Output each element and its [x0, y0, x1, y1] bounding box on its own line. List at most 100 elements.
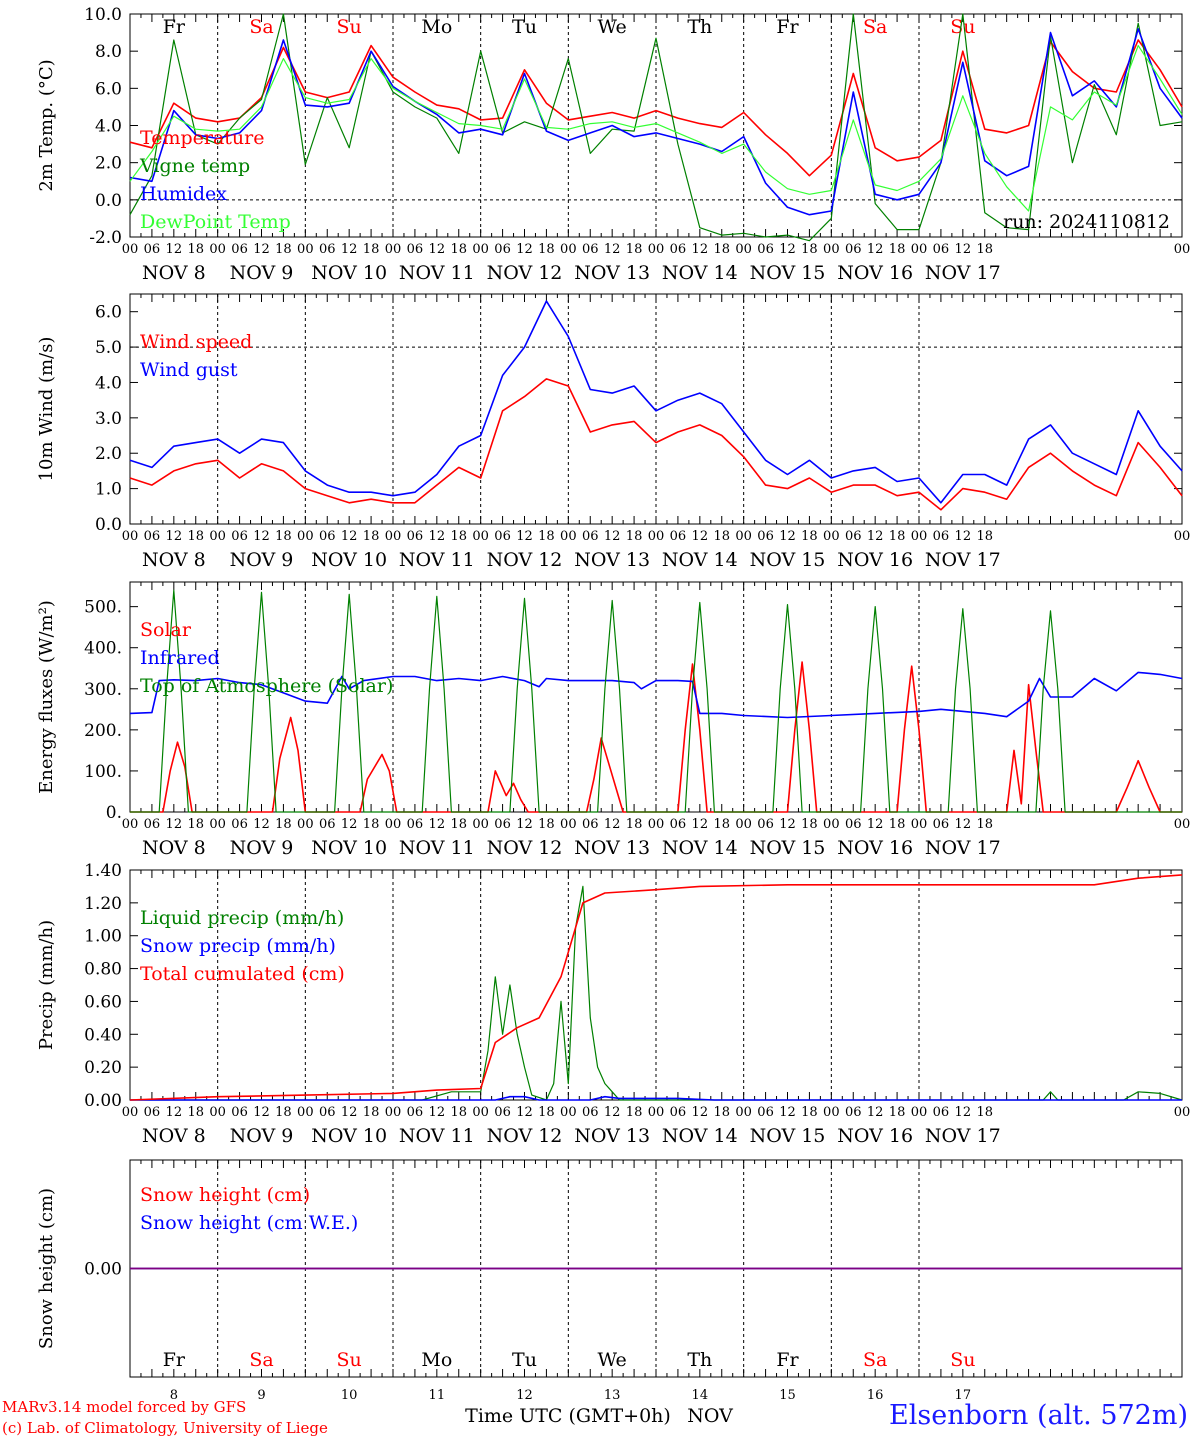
hour-tick-label: 12 — [955, 242, 972, 257]
hour-tick-label: 00 — [472, 817, 489, 832]
hour-tick-label: 06 — [845, 529, 862, 544]
hour-tick-label: 18 — [538, 529, 555, 544]
day-number-label: 16 — [867, 1388, 884, 1403]
hour-tick-label: 18 — [801, 1105, 818, 1120]
date-label: NOV 15 — [750, 549, 826, 571]
hour-tick-label: 06 — [845, 817, 862, 832]
hour-tick-label: 18 — [976, 1105, 993, 1120]
hour-tick-label: 18 — [275, 817, 292, 832]
legend-entry: Wind gust — [140, 359, 238, 381]
hour-tick-label: 18 — [538, 1105, 555, 1120]
hour-tick-label: 18 — [889, 1105, 906, 1120]
date-label: NOV 10 — [311, 1125, 387, 1147]
hour-tick-label: 12 — [253, 529, 270, 544]
hour-tick-label: 06 — [231, 242, 248, 257]
hour-tick-label: 00 — [1174, 817, 1191, 832]
series-line — [130, 885, 1183, 1101]
legend-entry: DewPoint Temp — [140, 211, 291, 233]
hour-tick-label: 12 — [341, 1105, 358, 1120]
hour-tick-label: 06 — [231, 1105, 248, 1120]
y-axis-title: 10m Wind (m/s) — [36, 337, 57, 482]
date-label: NOV 13 — [574, 549, 650, 571]
hour-tick-label: 00 — [122, 1105, 139, 1120]
hour-tick-label: 12 — [867, 817, 884, 832]
weekday-label: Mo — [421, 1349, 452, 1371]
weekday-label: Sa — [249, 16, 273, 38]
y-tick-label: 200. — [84, 721, 122, 741]
date-label: NOV 8 — [142, 1125, 206, 1147]
hour-tick-label: 00 — [1174, 242, 1191, 257]
date-label: NOV 15 — [750, 262, 826, 284]
hour-tick-label: 06 — [407, 1105, 424, 1120]
hour-tick-label: 06 — [670, 817, 687, 832]
hour-tick-label: 12 — [166, 529, 183, 544]
series-line — [129, 671, 1183, 719]
hour-tick-label: 00 — [911, 529, 928, 544]
date-label: NOV 13 — [574, 1125, 650, 1147]
hour-tick-label: 06 — [845, 242, 862, 257]
hour-tick-label: 18 — [626, 242, 643, 257]
date-label: NOV 15 — [750, 837, 826, 859]
date-label: NOV 13 — [574, 837, 650, 859]
date-label: NOV 10 — [311, 837, 387, 859]
hour-tick-label: 12 — [341, 817, 358, 832]
weekday-label: Fr — [163, 16, 186, 38]
day-number-label: 8 — [170, 1388, 178, 1403]
hour-tick-label: 06 — [494, 817, 511, 832]
y-tick-label: 0.0 — [95, 191, 122, 211]
hour-tick-label: 18 — [889, 817, 906, 832]
hour-tick-label: 18 — [976, 242, 993, 257]
hour-tick-label: 06 — [582, 1105, 599, 1120]
date-label: NOV 10 — [311, 262, 387, 284]
hour-tick-label: 12 — [429, 817, 446, 832]
hour-tick-label: 12 — [253, 242, 270, 257]
hour-tick-label: 12 — [692, 242, 709, 257]
hour-tick-label: 12 — [692, 817, 709, 832]
date-label: NOV 16 — [837, 837, 913, 859]
day-number-label: 9 — [257, 1388, 265, 1403]
y-tick-label: 2.0 — [95, 154, 122, 174]
date-label: NOV 12 — [487, 837, 563, 859]
hour-tick-label: 06 — [407, 817, 424, 832]
hour-tick-label: 00 — [209, 529, 226, 544]
station-name: Elsenborn (alt. 572m) — [889, 1400, 1188, 1431]
model-credit: MARv3.14 model forced by GFS — [2, 1398, 247, 1416]
hour-tick-label: 12 — [166, 1105, 183, 1120]
hour-tick-label: 12 — [253, 1105, 270, 1120]
hour-tick-label: 06 — [494, 1105, 511, 1120]
y-tick-label: 0.0 — [95, 515, 122, 535]
hour-tick-label: 06 — [582, 529, 599, 544]
date-label: NOV 17 — [925, 837, 1001, 859]
date-label: NOV 14 — [662, 837, 738, 859]
hour-tick-label: 18 — [976, 817, 993, 832]
y-tick-label: 6.0 — [95, 79, 122, 99]
hour-tick-label: 18 — [187, 529, 204, 544]
hour-tick-label: 00 — [560, 529, 577, 544]
hour-tick-label: 06 — [319, 1105, 336, 1120]
date-label: NOV 9 — [230, 549, 294, 571]
date-label: NOV 9 — [230, 837, 294, 859]
hour-tick-label: 00 — [735, 242, 752, 257]
hour-tick-label: 12 — [516, 1105, 533, 1120]
hour-tick-label: 12 — [516, 817, 533, 832]
hour-tick-label: 06 — [494, 242, 511, 257]
date-label: NOV 17 — [925, 1125, 1001, 1147]
hour-tick-label: 00 — [735, 1105, 752, 1120]
day-number-label: 15 — [779, 1388, 796, 1403]
hour-tick-label: 18 — [538, 242, 555, 257]
date-label: NOV 10 — [311, 549, 387, 571]
hour-tick-label: 06 — [407, 242, 424, 257]
hour-tick-label: 18 — [889, 242, 906, 257]
y-tick-label: 6.0 — [95, 303, 122, 323]
hour-tick-label: 00 — [472, 1105, 489, 1120]
hour-tick-label: 00 — [122, 529, 139, 544]
hour-tick-label: 18 — [363, 1105, 380, 1120]
weekday-label: Su — [950, 1349, 975, 1371]
hour-tick-label: 12 — [604, 529, 621, 544]
hour-tick-label: 12 — [779, 817, 796, 832]
date-label: NOV 13 — [574, 262, 650, 284]
hour-tick-label: 00 — [735, 529, 752, 544]
hour-tick-label: 18 — [976, 529, 993, 544]
hour-tick-label: 06 — [231, 817, 248, 832]
legend-entry: Solar — [140, 619, 192, 641]
